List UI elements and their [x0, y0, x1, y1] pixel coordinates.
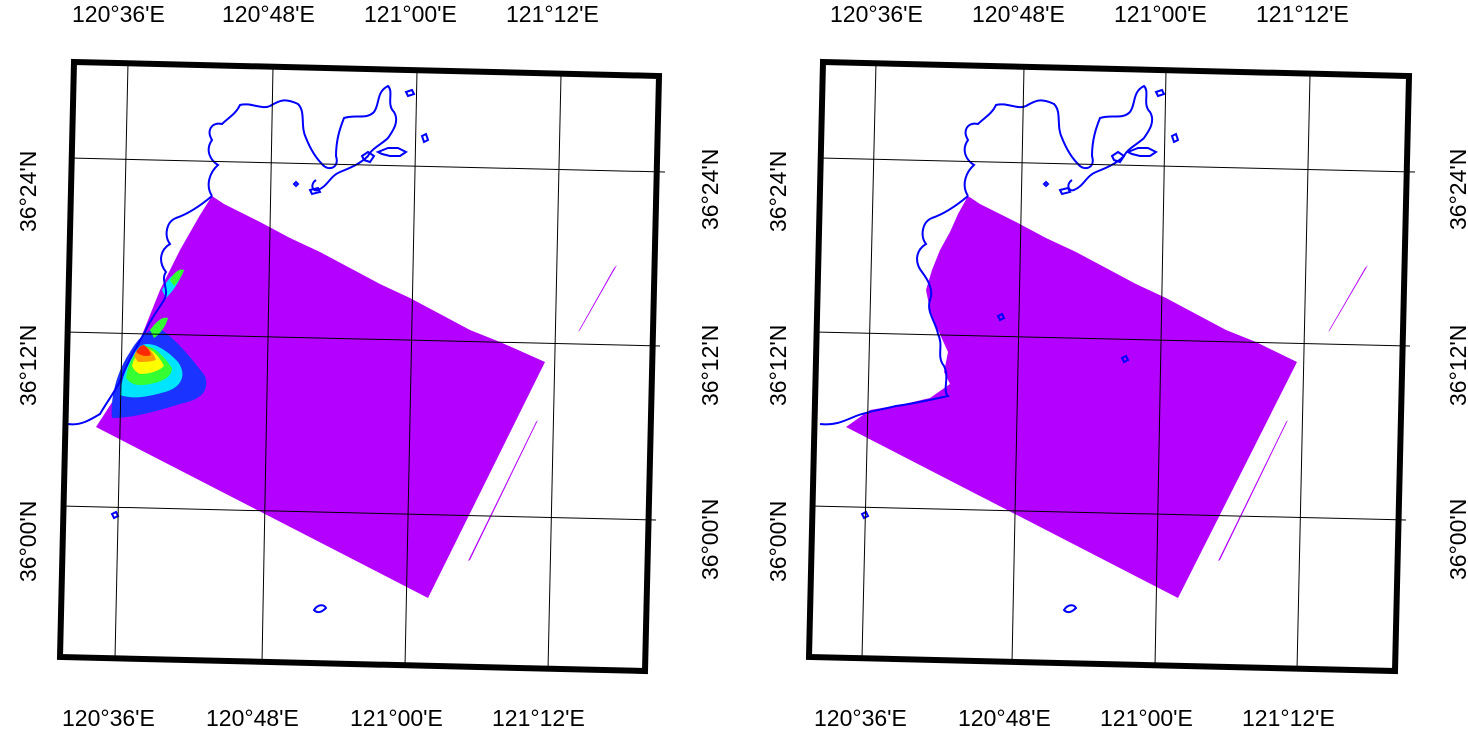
lat-label-right: 36°24'N [1445, 149, 1468, 230]
lat-label-left: 36°24'N [765, 151, 791, 232]
lat-label-left: 36°24'N [15, 151, 41, 232]
lat-label-right: 36°12'N [1445, 325, 1468, 406]
lon-label-bottom: 121°12'E [492, 705, 585, 731]
field-streak [578, 265, 617, 332]
map-frame [805, 58, 1413, 675]
lon-label-top: 121°12'E [506, 1, 599, 27]
lon-label-bottom: 120°48'E [958, 705, 1051, 731]
field-streak [1218, 420, 1288, 561]
field-streak [468, 420, 538, 561]
lat-label-right: 36°00'N [1445, 499, 1468, 580]
map-frame [56, 58, 663, 675]
map-panel-left [56, 58, 666, 675]
map-panel-right [805, 58, 1416, 675]
lon-label-top: 120°48'E [972, 1, 1065, 27]
lon-label-bottom: 120°36'E [62, 705, 155, 731]
lon-label-bottom: 120°36'E [814, 705, 907, 731]
field-streak [1328, 265, 1368, 332]
lat-label-left: 36°12'N [15, 325, 41, 406]
graticule [60, 62, 666, 671]
lat-label-left: 36°00'N [15, 501, 41, 582]
lon-label-top: 121°00'E [364, 1, 457, 27]
lon-label-bottom: 121°00'E [1100, 705, 1193, 731]
coastline [819, 84, 1180, 614]
lon-label-top: 121°12'E [1256, 1, 1349, 27]
lat-label-left: 36°12'N [765, 325, 791, 406]
lon-label-bottom: 121°12'E [1242, 705, 1335, 731]
lon-label-top: 121°00'E [1114, 1, 1207, 27]
lat-label-right: 36°24'N [697, 149, 723, 230]
graticule [810, 62, 1416, 671]
lon-label-top: 120°48'E [222, 1, 315, 27]
lon-label-top: 120°36'E [72, 1, 165, 27]
model-field [96, 196, 545, 598]
lon-label-top: 120°36'E [830, 1, 923, 27]
lat-label-right: 36°00'N [697, 499, 723, 580]
lon-label-bottom: 121°00'E [350, 705, 443, 731]
concentration-hotspot [111, 269, 207, 418]
lon-label-bottom: 120°48'E [206, 705, 299, 731]
model-field [846, 196, 1297, 598]
lat-label-right: 36°12'N [697, 325, 723, 406]
lat-label-left: 36°00'N [765, 501, 791, 582]
